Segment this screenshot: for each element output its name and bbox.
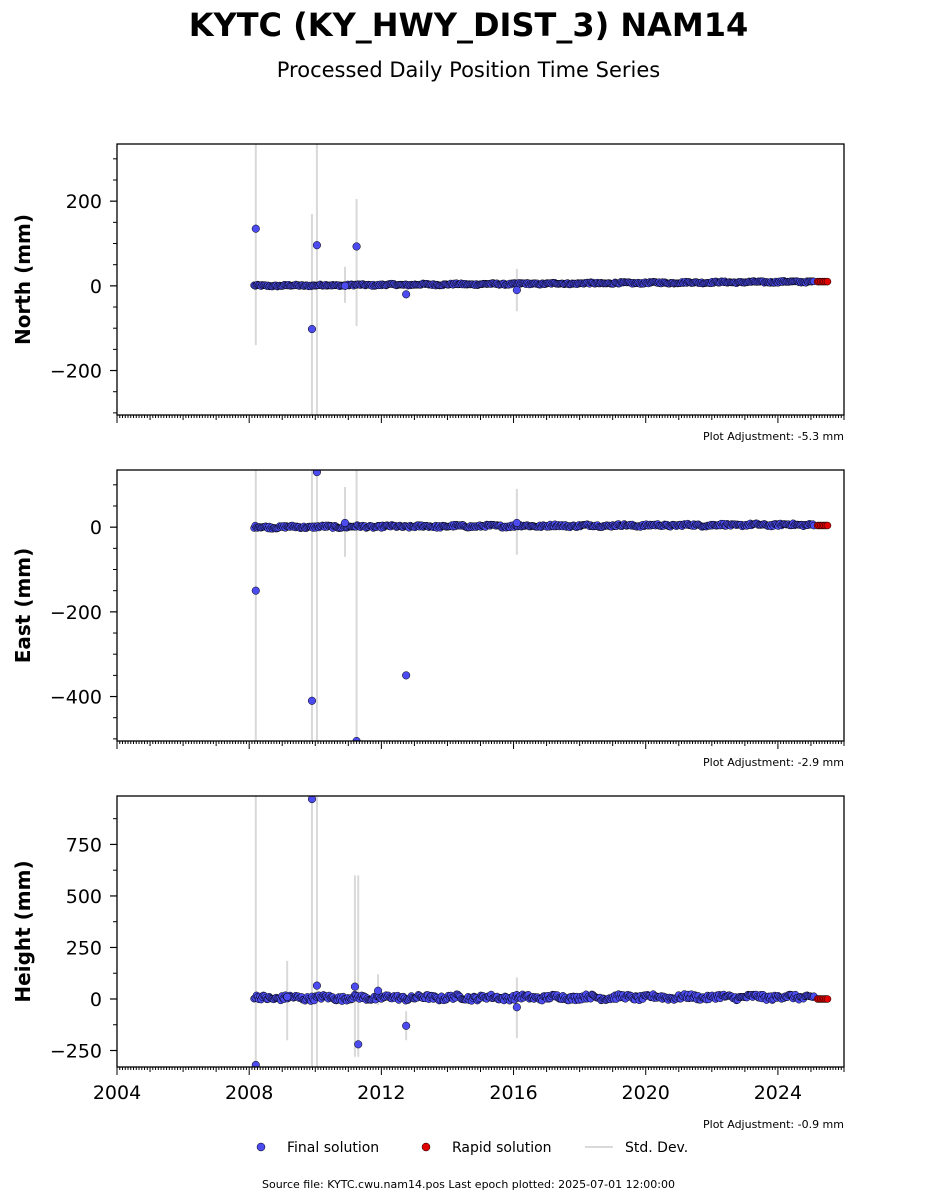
rapid-point (823, 995, 832, 1003)
final-point-outlier (352, 736, 361, 741)
final-point-outlier (352, 242, 361, 251)
legend-rapid-label: Rapid solution (452, 1140, 552, 1156)
x-tick-label: 2024 (754, 1082, 802, 1104)
final-point-outlier (512, 518, 521, 527)
final-point-outlier (402, 1021, 411, 1030)
axes-frame (116, 469, 845, 742)
panel-0: −200 0 200 North (mm) Plot Adjustment: -5.3 … (11, 143, 845, 443)
final-point-outlier (283, 992, 292, 1001)
legend-stddev-label: Std. Dev. (625, 1140, 688, 1156)
y-tick-label: 0 (90, 276, 102, 298)
plot-adjustment-note: Plot Adjustment: -5.3 mm (703, 430, 844, 443)
legend: Final solution Rapid solution Std. Dev. (256, 1140, 688, 1156)
plot-adjustment-note: Plot Adjustment: -0.9 mm (703, 1118, 844, 1131)
axes-frame (116, 795, 845, 1068)
x-tick-label: 2012 (357, 1082, 405, 1104)
y-tick-label: 0 (90, 989, 102, 1011)
y-tick-label: −250 (50, 1041, 102, 1063)
plot-area (250, 796, 832, 1067)
y-tick-label: 200 (66, 191, 102, 213)
final-point-outlier (512, 1003, 521, 1012)
panel-1: −400 −200 0 East (mm) Plot Adjustment: -2.9 … (11, 469, 845, 769)
x-tick-label: 2020 (622, 1082, 670, 1104)
legend-rapid-marker (421, 1142, 431, 1152)
final-point-outlier (402, 290, 411, 299)
final-point-outlier (251, 224, 260, 233)
y-tick-label: 500 (66, 886, 102, 908)
final-point-outlier (340, 518, 350, 527)
legend-final-label: Final solution (287, 1140, 379, 1156)
legend-final-marker (256, 1142, 266, 1152)
y-axis-label: East (mm) (11, 548, 35, 664)
final-point-outlier (307, 324, 317, 334)
final-point-outlier (307, 696, 317, 705)
final-point-outlier (402, 671, 411, 680)
plot-adjustment-note: Plot Adjustment: -2.9 mm (703, 756, 844, 769)
plot-area (250, 144, 832, 415)
final-point-outlier (354, 1040, 363, 1049)
source-line: Source file: KYTC.cwu.nam14.pos Last epo… (262, 1178, 675, 1191)
rapid-point (823, 277, 832, 286)
x-tick-label: 2016 (489, 1082, 537, 1104)
panels: −200 0 200 North (mm) Plot Adjustment: -5.3 … (11, 143, 845, 1131)
final-point-outlier (251, 586, 260, 595)
rapid-point (823, 521, 832, 530)
final-point-outlier (512, 286, 521, 295)
final-point-outlier (340, 281, 350, 290)
y-tick-label: −400 (50, 687, 102, 709)
y-axis-label: Height (mm) (11, 860, 35, 1002)
final-point-outlier (312, 470, 321, 477)
y-tick-label: 0 (90, 517, 102, 539)
final-point-outlier (350, 982, 359, 991)
final-point-outlier (307, 796, 317, 804)
plot-area (250, 470, 832, 741)
final-point-outlier (312, 981, 321, 990)
y-tick-label: 750 (66, 834, 102, 856)
y-axis-label: North (mm) (11, 214, 35, 345)
x-tick-label: 2004 (93, 1082, 141, 1104)
y-tick-label: 250 (66, 937, 102, 959)
y-tick-label: −200 (50, 602, 102, 624)
panel-2: −250 0 250 500 750 2004 2008 2012 2016 2020 2024 He… (11, 795, 845, 1131)
y-tick-label: −200 (50, 361, 102, 383)
chart-subtitle: Processed Daily Position Time Series (277, 58, 661, 82)
x-tick-label: 2008 (225, 1082, 273, 1104)
chart-title: KYTC (KY_HWY_DIST_3) NAM14 (189, 6, 749, 44)
final-point-outlier (374, 986, 383, 995)
final-point-outlier (251, 1060, 260, 1067)
final-point-outlier (312, 241, 321, 250)
